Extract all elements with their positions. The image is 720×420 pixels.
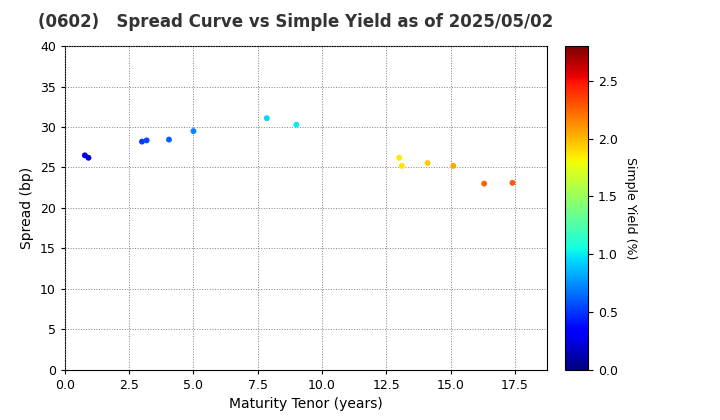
- Point: [507, 179, 518, 186]
- Y-axis label: Simple Yield (%): Simple Yield (%): [624, 157, 637, 259]
- Point: [478, 180, 490, 187]
- Y-axis label: Spread (bp): Spread (bp): [20, 167, 35, 249]
- Point: [163, 136, 175, 143]
- Point: [79, 152, 91, 159]
- Point: [141, 137, 153, 144]
- Point: [136, 138, 148, 145]
- Text: (0602)   Spread Curve vs Simple Yield as of 2025/05/02: (0602) Spread Curve vs Simple Yield as o…: [37, 13, 553, 31]
- Point: [83, 155, 94, 161]
- X-axis label: Maturity Tenor (years): Maturity Tenor (years): [229, 397, 383, 411]
- Point: [422, 160, 433, 166]
- Point: [396, 163, 408, 169]
- Point: [188, 128, 199, 134]
- Point: [448, 163, 459, 169]
- Point: [291, 121, 302, 128]
- Point: [394, 155, 405, 161]
- Point: [261, 115, 273, 121]
